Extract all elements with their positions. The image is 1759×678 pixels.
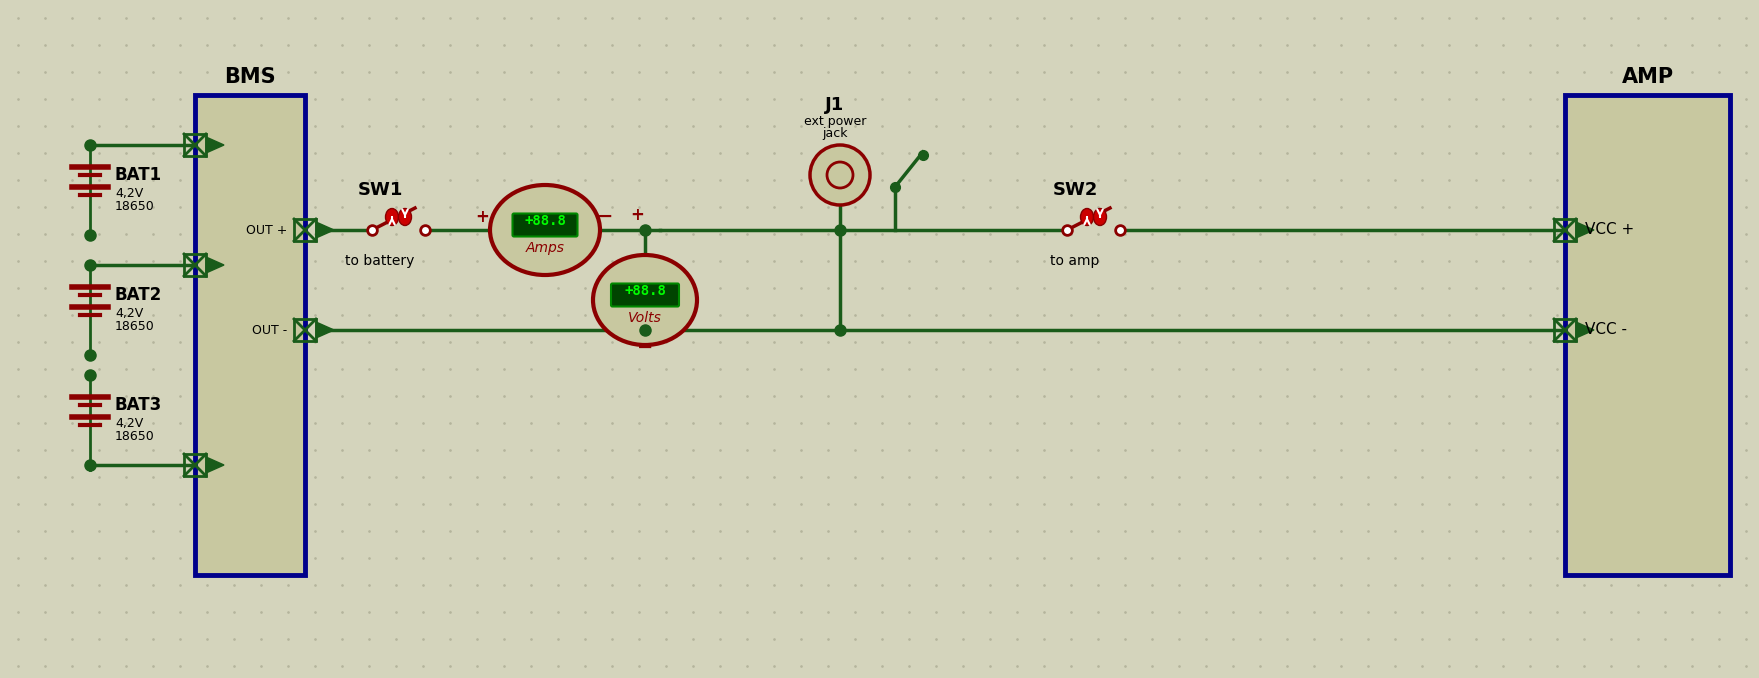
Bar [294,319,317,341]
FancyBboxPatch shape [610,283,679,306]
Text: 4,2V: 4,2V [114,416,142,429]
Bar [294,219,317,241]
Polygon shape [1576,222,1594,238]
Bar [185,134,206,156]
Bar [1553,319,1576,341]
Ellipse shape [491,185,600,275]
Text: ext power: ext power [804,115,865,128]
Text: OUT +: OUT + [246,224,287,237]
Bar [185,254,206,276]
Polygon shape [1576,322,1594,338]
Polygon shape [317,322,334,338]
Text: to amp: to amp [1050,254,1099,268]
Text: jack: jack [821,127,848,140]
Text: Amps: Amps [526,241,565,255]
Text: OUT -: OUT - [252,323,287,336]
Bar [1553,219,1576,241]
Text: +: + [475,208,489,226]
Ellipse shape [1080,209,1094,226]
Bar [195,95,304,575]
Text: BAT1: BAT1 [114,166,162,184]
Text: AMP: AMP [1622,67,1673,87]
Text: SW2: SW2 [1052,181,1098,199]
Ellipse shape [593,255,697,345]
Bar [1566,95,1731,575]
Text: VCC +: VCC + [1585,222,1634,237]
Text: −: − [637,338,653,357]
Ellipse shape [399,209,412,226]
Text: SW1: SW1 [357,181,403,199]
Polygon shape [206,137,223,153]
Ellipse shape [1094,209,1106,226]
Text: VCC -: VCC - [1585,323,1627,338]
Circle shape [809,145,871,205]
Polygon shape [206,257,223,273]
Text: Volts: Volts [628,311,661,325]
FancyBboxPatch shape [512,214,577,237]
Text: to battery: to battery [345,254,415,268]
Bar [185,454,206,476]
Polygon shape [206,457,223,473]
Text: 18650: 18650 [114,431,155,443]
Text: +: + [630,206,644,224]
Text: −: − [596,207,614,226]
Text: 18650: 18650 [114,201,155,214]
Text: 4,2V: 4,2V [114,306,142,319]
Ellipse shape [385,209,399,226]
Text: +88.8: +88.8 [624,284,667,298]
Text: BAT3: BAT3 [114,396,162,414]
Text: 4,2V: 4,2V [114,186,142,199]
Text: +88.8: +88.8 [524,214,566,228]
Text: BMS: BMS [223,67,276,87]
Polygon shape [317,222,334,238]
Text: J1: J1 [825,96,844,114]
Text: 18650: 18650 [114,321,155,334]
Text: BAT2: BAT2 [114,286,162,304]
